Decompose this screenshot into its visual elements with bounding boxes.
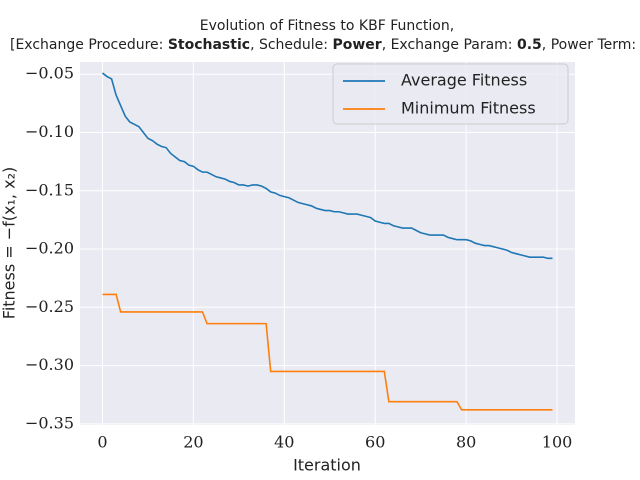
chart-title: Evolution of Fitness to KBF Function, (200, 18, 454, 34)
y-tick-label: −0.35 (25, 413, 74, 432)
y-tick-label: −0.05 (25, 64, 74, 83)
legend-box (332, 63, 569, 125)
y-axis-label: Fitness = −f(x₁, x₂) (0, 167, 19, 319)
x-tick-label: 40 (274, 433, 294, 452)
x-tick-label: 80 (456, 433, 476, 452)
subtitle-part: Stochastic (168, 37, 250, 53)
data-line (102, 293, 553, 411)
x-axis-label: Iteration (293, 456, 361, 475)
y-tick-label: −0.30 (25, 355, 74, 374)
x-tick-label: 0 (97, 433, 107, 452)
x-tick-label: 20 (183, 433, 203, 452)
subtitle-part: Power (332, 37, 381, 53)
x-tick-label: 60 (365, 433, 385, 452)
subtitle-part: , Schedule: (250, 37, 332, 53)
subtitle-part: , Exchange Param: (382, 37, 517, 53)
subtitle-part: , Power Term: (542, 37, 640, 53)
legend-label: Average Fitness (401, 71, 527, 90)
data-line (102, 72, 553, 260)
y-tick-label: −0.10 (25, 122, 74, 141)
legend-label: Minimum Fitness (401, 99, 536, 118)
subtitle-part: 0.5 (517, 37, 542, 53)
y-tick-label: −0.15 (25, 180, 74, 199)
x-tick-label: 100 (542, 433, 573, 452)
y-tick-label: −0.25 (25, 297, 74, 316)
y-tick-label: −0.20 (25, 239, 74, 258)
chart-subtitle: [Exchange Procedure: Stochastic, Schedul… (10, 37, 640, 53)
subtitle-part: [Exchange Procedure: (10, 37, 168, 53)
